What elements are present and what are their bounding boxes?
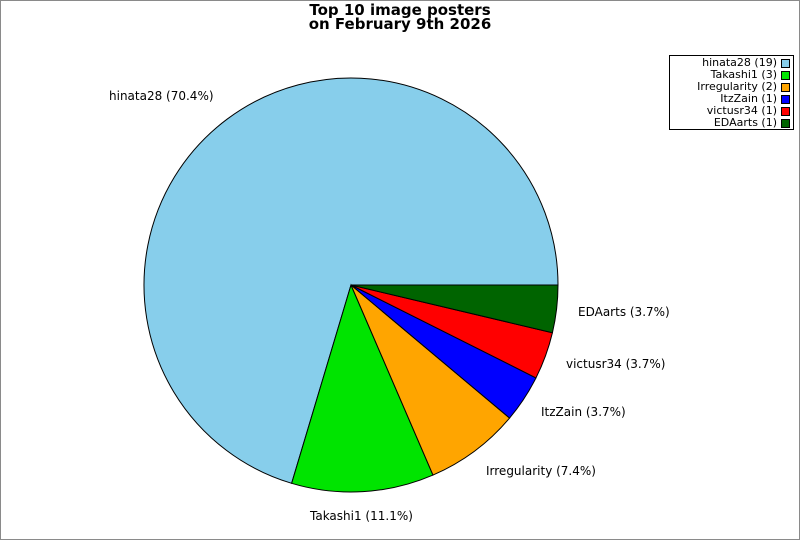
legend-row-Irregularity: Irregularity (2) <box>670 81 793 93</box>
legend-row-EDAarts: EDAarts (1) <box>670 117 793 129</box>
legend-label: Irregularity (2) <box>697 80 777 93</box>
legend-row-ItzZain: ItzZain (1) <box>670 93 793 105</box>
pie-slice-hinata28 <box>143 77 559 484</box>
slice-label-Takashi1: Takashi1 (11.1%) <box>310 509 413 523</box>
slice-label-EDAarts: EDAarts (3.7%) <box>578 305 670 319</box>
legend-label: Takashi1 (3) <box>710 68 777 81</box>
slice-label-hinata28: hinata28 (70.4%) <box>109 89 214 103</box>
legend: hinata28 (19) Takashi1 (3) Irregularity (2… <box>669 55 794 130</box>
legend-swatch-icon <box>781 106 790 116</box>
legend-row-hinata28: hinata28 (19) <box>670 57 793 69</box>
legend-swatch-icon <box>781 82 790 92</box>
slice-label-ItzZain: ItzZain (3.7%) <box>541 405 626 419</box>
chart-title: Top 10 image posters on February 9th 202… <box>1 1 799 33</box>
legend-row-Takashi1: Takashi1 (3) <box>670 69 793 81</box>
pie-slice-Irregularity <box>350 284 511 476</box>
slice-label-Irregularity: Irregularity (7.4%) <box>486 464 596 478</box>
pie-slice-EDAarts <box>350 284 559 334</box>
legend-label: hinata28 (19) <box>702 56 777 69</box>
chart-title-line2: on February 9th 2026 <box>308 14 492 33</box>
legend-swatch-icon <box>781 58 790 68</box>
legend-label: victusr34 (1) <box>706 104 777 117</box>
legend-swatch-icon <box>781 94 790 104</box>
legend-label: ItzZain (1) <box>720 92 777 105</box>
legend-label: EDAarts (1) <box>713 116 777 129</box>
legend-swatch-icon <box>781 118 790 128</box>
slice-label-victusr34: victusr34 (3.7%) <box>566 357 666 371</box>
pie-slice-Takashi1 <box>291 283 434 493</box>
chart-title-line1: Top 10 image posters <box>309 1 491 19</box>
legend-swatch-icon <box>781 70 790 80</box>
legend-row-victusr34: victusr34 (1) <box>670 105 793 117</box>
